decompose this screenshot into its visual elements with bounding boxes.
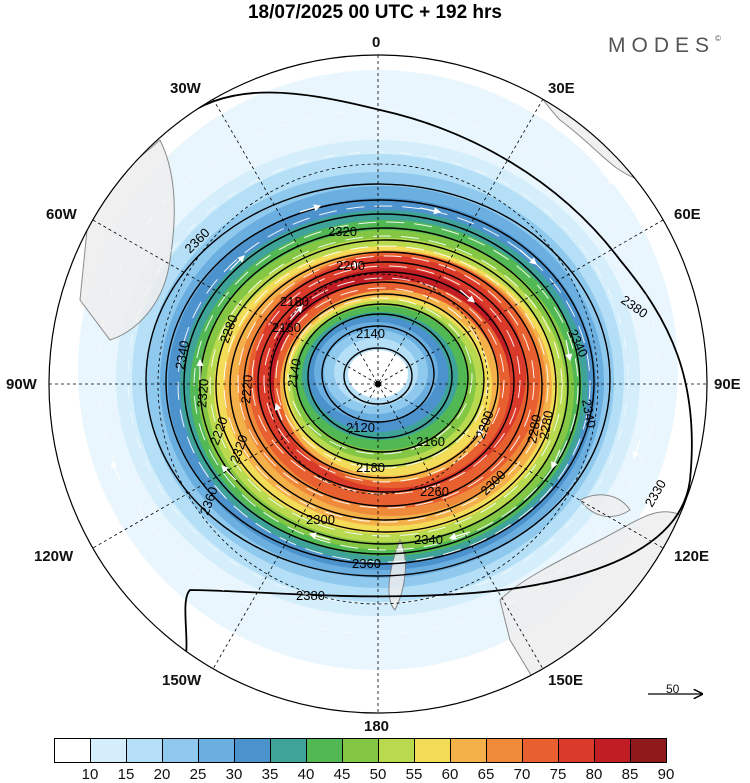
colorbar-tick-label: 40 <box>297 766 315 783</box>
colorbar-tick-label: 20 <box>153 766 171 783</box>
colorbar-swatch <box>162 738 199 763</box>
contour-label: 2280 <box>536 409 556 440</box>
contour-label: 2320 <box>328 224 357 239</box>
lon-label-0: 0 <box>372 34 381 51</box>
colorbar-swatch <box>486 738 523 763</box>
colorbar-tick-label: 80 <box>585 766 603 783</box>
lon-label-90w: 90W <box>6 376 37 393</box>
contour-label: 2180 <box>280 294 309 309</box>
colorbar-swatch <box>558 738 595 763</box>
colorbar-tick-label: 90 <box>657 766 675 783</box>
colorbar-tick-label: 15 <box>117 766 135 783</box>
colorbar-swatch <box>378 738 415 763</box>
contour-label: 2260 <box>420 484 449 499</box>
colorbar-tick-label: 10 <box>81 766 99 783</box>
colorbar-swatch <box>414 738 451 763</box>
contour-label: 2220 <box>238 374 255 404</box>
pole-marker <box>375 381 381 387</box>
contour-label: 2340 <box>414 532 443 547</box>
colorbar-swatch <box>594 738 631 763</box>
contour-label: 2140 <box>284 357 304 388</box>
colorbar-swatch <box>198 738 235 763</box>
lon-label-150w: 150W <box>162 672 202 689</box>
brand-logo: MODES© <box>608 34 721 57</box>
colorbar-swatch <box>90 738 127 763</box>
lon-label-180: 180 <box>364 718 390 735</box>
map-boundary <box>48 54 708 714</box>
colorbar <box>54 738 702 764</box>
colorbar-tick-label: 60 <box>441 766 459 783</box>
colorbar-swatch <box>54 738 91 763</box>
contour-label: 2200 <box>336 258 365 273</box>
colorbar-swatch <box>270 738 307 763</box>
colorbar-tick-label: 30 <box>225 766 243 783</box>
reference-vector-arrow <box>648 684 706 704</box>
contour-label: 2140 <box>356 326 385 341</box>
contour-label: 2160 <box>416 434 445 449</box>
contour-label: 2340 <box>579 398 599 429</box>
lon-label-90e: 90E <box>714 376 741 393</box>
colorbar-swatch <box>630 738 667 763</box>
colorbar-swatch <box>450 738 487 763</box>
colorbar-tick-label: 75 <box>549 766 567 783</box>
contour-label: 2160 <box>272 320 301 335</box>
colorbar-swatch <box>522 738 559 763</box>
colorbar-tick-label: 50 <box>369 766 387 783</box>
lon-label-30e: 30E <box>548 80 575 97</box>
contour-label: 2380 <box>296 588 325 603</box>
reference-vector-label: 50 <box>666 682 680 696</box>
lon-label-60e: 60E <box>674 206 701 223</box>
colorbar-tick-label: 85 <box>621 766 639 783</box>
colorbar-swatch <box>306 738 343 763</box>
colorbar-tick-label: 35 <box>261 766 279 783</box>
contour-label: 2120 <box>346 420 375 435</box>
lon-label-150e: 150E <box>548 672 584 689</box>
lon-label-30w: 30W <box>170 80 201 97</box>
colorbar-swatch <box>342 738 379 763</box>
colorbar-tick-label: 25 <box>189 766 207 783</box>
contour-label: 2180 <box>356 460 385 475</box>
colorbar-tick-label: 70 <box>513 766 531 783</box>
lon-label-120e: 120E <box>674 548 710 565</box>
colorbar-tick-label: 65 <box>477 766 495 783</box>
colorbar-swatch <box>126 738 163 763</box>
colorbar-tick-label: 45 <box>333 766 351 783</box>
contour-label: 2340 <box>172 339 192 370</box>
graticule <box>49 55 707 713</box>
contour-label: 2300 <box>306 512 335 527</box>
lon-label-60w: 60W <box>46 206 77 223</box>
contour-labels: 2320 2200 2180 2160 2140 2140 2120 2160 … <box>172 224 669 603</box>
colorbar-swatch <box>234 738 271 763</box>
colorbar-tick-label: 55 <box>405 766 423 783</box>
lon-label-120w: 120W <box>34 548 74 565</box>
map-title: 18/07/2025 00 UTC + 192 hrs <box>247 2 503 23</box>
contour-label: 2280 <box>524 413 544 444</box>
contour-label: 2360 <box>352 556 381 571</box>
contour-label: 2320 <box>194 378 211 408</box>
